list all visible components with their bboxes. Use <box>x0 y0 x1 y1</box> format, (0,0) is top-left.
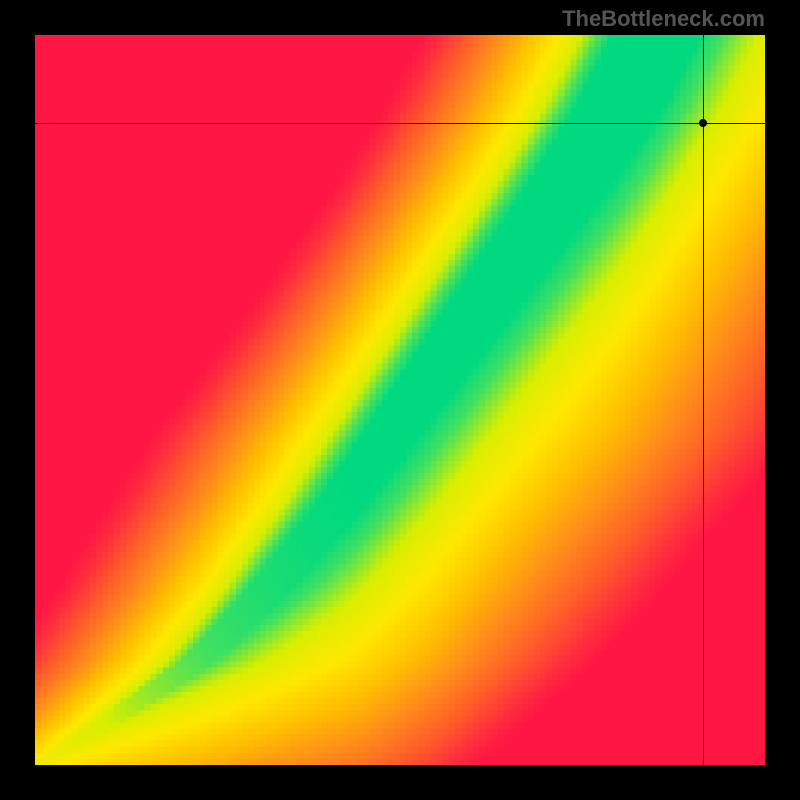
crosshair-horizontal <box>35 123 765 124</box>
chart-container: TheBottleneck.com <box>0 0 800 800</box>
heatmap-canvas <box>35 35 765 765</box>
crosshair-marker <box>699 119 707 127</box>
heatmap-plot <box>35 35 765 765</box>
crosshair-vertical <box>703 35 704 765</box>
watermark-text: TheBottleneck.com <box>562 6 765 32</box>
